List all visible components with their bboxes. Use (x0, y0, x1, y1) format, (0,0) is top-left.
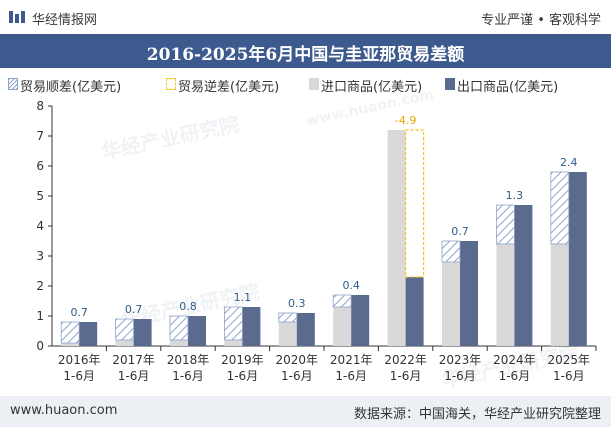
data-label: 1.1 (234, 291, 252, 304)
brand-name: 华经情报网 (32, 13, 98, 28)
data-label: 0.7 (125, 303, 143, 316)
import-bar (550, 244, 569, 346)
import-bar (170, 340, 188, 346)
import-bar (278, 322, 297, 346)
import-bar (333, 307, 352, 346)
export-bar (351, 295, 370, 346)
surplus-bar (223, 306, 243, 341)
x-tick-label: 2017年 (112, 353, 155, 367)
export-bar (460, 241, 478, 346)
x-tick-label: 1-6月 (444, 369, 476, 383)
data-label: 0.3 (288, 297, 306, 310)
y-tick-label: 2 (36, 279, 44, 293)
export-bar (242, 307, 261, 346)
legend-label-import: 进口商品(亿美元) (321, 80, 423, 95)
x-tick-label: 1-6月 (172, 369, 204, 383)
x-tick-label: 2023年 (439, 353, 482, 367)
data-label: -4.9 (395, 114, 416, 127)
x-tick-label: 1-6月 (118, 369, 150, 383)
data-label: 0.7 (451, 225, 469, 238)
legend-label-surplus: 贸易顺差(亿美元) (20, 80, 122, 95)
data-label: 1.3 (506, 189, 524, 202)
legend-swatch-import (309, 78, 319, 90)
y-tick-label: 7 (36, 129, 44, 143)
export-bar (188, 316, 206, 346)
import-bar (115, 340, 134, 346)
x-tick-label: 2021年 (330, 353, 373, 367)
y-tick-label: 3 (36, 249, 44, 263)
x-tick-label: 1-6月 (281, 369, 313, 383)
x-tick-label: 2019年 (221, 353, 264, 367)
surplus-bar (441, 240, 461, 263)
footer-website: www.huaon.com (10, 403, 118, 418)
legend-label-deficit: 贸易逆差(亿美元) (178, 80, 280, 95)
x-tick-label: 1-6月 (553, 369, 585, 383)
x-tick-label: 2022年 (384, 353, 427, 367)
x-tick-label: 1-6月 (390, 369, 422, 383)
x-tick-label: 1-6月 (227, 369, 259, 383)
surplus-bar (550, 171, 570, 245)
x-tick-label: 2025年 (548, 353, 591, 367)
export-bar (296, 313, 315, 346)
import-bar (61, 343, 80, 346)
surplus-bar (169, 315, 189, 341)
y-tick-label: 5 (36, 189, 44, 203)
x-tick-label: 2020年 (276, 353, 319, 367)
export-bar (79, 322, 98, 346)
export-bar (568, 172, 587, 346)
legend-swatch-export (445, 78, 455, 90)
chart-plot: 0 1 2 3 4 5 6 7 8 0.7 2016年 1-6月 0.7 2017年 1-6月 0.8 2018… (36, 99, 597, 383)
import-bar (442, 262, 460, 346)
deficit-bar (405, 129, 425, 278)
huajing-logo-icon (9, 11, 25, 23)
legend-label-export: 出口商品(亿美元) (457, 80, 559, 95)
surplus-bar (60, 321, 80, 344)
footer-bar: www.huaon.com 数据来源：中国海关，华经产业研究院整理 (0, 396, 611, 427)
y-tick-label: 8 (36, 99, 44, 113)
export-bar (514, 205, 533, 346)
brand-slogan: 专业严谨 • 客观科学 (481, 13, 601, 28)
surplus-bar (495, 204, 515, 245)
x-tick-label: 1-6月 (335, 369, 367, 383)
surplus-bar (115, 318, 134, 341)
x-tick-label: 2016年 (58, 353, 101, 367)
import-bar (387, 130, 406, 346)
x-tick-label: 1-6月 (63, 369, 95, 383)
export-bar (405, 277, 424, 346)
data-label: 2.4 (560, 156, 578, 169)
legend-swatch-deficit (166, 78, 176, 90)
data-label: 0.4 (342, 279, 360, 292)
surplus-bar (278, 312, 298, 323)
chart-title: 2016-2025年6月中国与圭亚那贸易差额 (146, 45, 465, 65)
x-tick-label: 2024年 (493, 353, 536, 367)
data-label: 0.8 (179, 300, 197, 313)
y-tick-label: 4 (36, 219, 44, 233)
legend-swatch-surplus (8, 78, 18, 90)
import-bar (496, 244, 515, 346)
chart-legend: 贸易顺差(亿美元) 贸易逆差(亿美元) 进口商品(亿美元) 出口商品(亿美元) (0, 72, 611, 96)
footer-source: 数据来源：中国海关，华经产业研究院整理 (353, 407, 601, 422)
import-bar (224, 340, 243, 346)
top-bar: 华经情报网 专业严谨 • 客观科学 (0, 0, 611, 34)
x-tick-label: 2018年 (167, 353, 210, 367)
y-tick-label: 0 (36, 339, 44, 353)
surplus-bar (332, 294, 352, 308)
x-tick-label: 1-6月 (499, 369, 531, 383)
y-tick-label: 6 (36, 159, 44, 173)
y-tick-label: 1 (36, 309, 44, 323)
data-label: 0.7 (70, 306, 88, 319)
title-bar: 2016-2025年6月中国与圭亚那贸易差额 (0, 34, 611, 68)
export-bar (133, 319, 152, 346)
